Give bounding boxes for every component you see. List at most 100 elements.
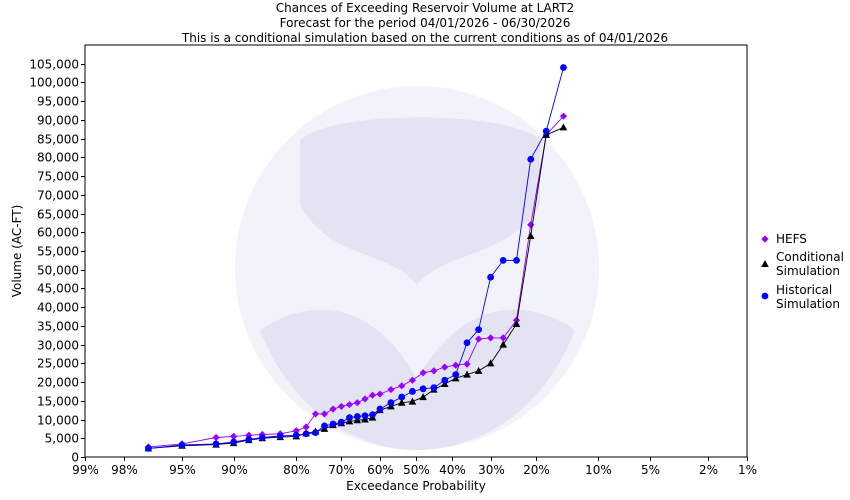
chart-titles: Chances of Exceeding Reservoir Volume at… — [181, 1, 668, 45]
hefs-point — [419, 369, 427, 377]
conditional-simulation-point — [526, 232, 535, 240]
historical-simulation-point — [430, 384, 438, 392]
hefs-point — [499, 334, 507, 342]
hefs-point — [430, 367, 438, 375]
historical-simulation-point — [452, 371, 460, 378]
y-tick-label: 10,000 — [37, 414, 79, 428]
conditional-simulation-point — [397, 398, 406, 406]
historical-simulation-point — [369, 411, 376, 419]
historical-simulation-point — [321, 422, 328, 430]
conditional-simulation-point — [761, 260, 769, 267]
historical-simulation-point — [419, 385, 427, 393]
historical-simulation-point — [346, 414, 353, 422]
hefs-point — [452, 361, 460, 369]
historical-simulation-point — [230, 438, 238, 446]
hefs-point — [337, 402, 345, 411]
historical-simulation-point — [398, 393, 406, 401]
y-tick-label: 15,000 — [37, 395, 79, 409]
chart-title-line: Forecast for the period 04/01/2026 - 06/… — [280, 16, 571, 30]
historical-simulation-point — [178, 441, 186, 449]
historical-simulation-point — [258, 434, 266, 441]
hefs-point — [527, 221, 535, 229]
hefs-point — [387, 385, 395, 394]
legend: HEFSConditionalSimulationHistoricalSimul… — [761, 232, 844, 311]
y-tick-label: 85,000 — [37, 133, 79, 147]
historical-simulation-point — [409, 388, 416, 395]
legend-label: Historical — [776, 283, 832, 297]
y-tick-label: 100,000 — [29, 76, 79, 90]
conditional-simulation-point — [499, 340, 507, 348]
hefs-point — [559, 112, 568, 120]
x-axis: 99% 98% 95% 90% 80% 70% 60% 50% 40% 30% 20% 10% 5% 2%… — [72, 457, 757, 493]
y-tick-label: 5,000 — [45, 432, 79, 446]
historical-simulation-point — [292, 431, 300, 439]
hefs-point — [487, 334, 495, 342]
hefs-point — [398, 382, 406, 390]
y-tick-label: 35,000 — [37, 320, 79, 334]
x-axis-label: Exceedance Probability — [346, 479, 486, 493]
chart-title-line: This is a conditional simulation based o… — [181, 31, 668, 45]
conditional-simulation-point — [474, 366, 483, 374]
historical-simulation-point — [761, 292, 769, 300]
conditional-simulation-point — [512, 320, 521, 328]
x-tick-label: 30% — [478, 463, 505, 477]
x-tick-label: 40% — [439, 463, 466, 477]
historical-simulation-point — [387, 399, 395, 407]
hefs-point — [230, 432, 238, 440]
hefs-point — [368, 391, 377, 399]
x-tick-label: 10% — [585, 463, 612, 477]
y-tick-label: 65,000 — [37, 208, 79, 222]
y-tick-label: 30,000 — [37, 339, 79, 353]
x-tick-label: 20% — [523, 463, 550, 477]
x-tick-label: 90% — [221, 463, 248, 477]
legend-label: Simulation — [776, 297, 840, 311]
y-tick-label: 105,000 — [29, 58, 79, 72]
historical-simulation-point — [441, 376, 449, 384]
y-tick-label: 20,000 — [37, 376, 79, 390]
conditional-simulation-point — [559, 123, 568, 131]
historical-simulation-point — [499, 256, 507, 264]
hefs-point — [361, 395, 369, 403]
y-tick-label: 75,000 — [37, 170, 79, 184]
series-historical-simulation — [144, 64, 567, 452]
x-tick-label: 80% — [283, 463, 310, 477]
x-tick-label: 60% — [367, 463, 394, 477]
hefs-point — [320, 410, 329, 418]
historical-simulation-point — [329, 420, 337, 428]
conditional-simulation-point — [408, 397, 417, 405]
y-tick-label: 55,000 — [37, 245, 79, 259]
historical-simulation-point — [475, 326, 482, 334]
y-tick-label: 25,000 — [37, 357, 79, 371]
hefs-point — [212, 433, 220, 442]
hefs-point — [345, 400, 354, 409]
historical-simulation-point — [560, 64, 567, 71]
historical-simulation-point — [312, 429, 319, 437]
y-tick-label: 45,000 — [37, 282, 79, 296]
x-tick-label: 70% — [328, 463, 355, 477]
legend-label: Conditional — [776, 250, 844, 264]
y-axis: 0 5,000 10,000 15,000 20,000 25,000 30,000 35,0… — [10, 44, 748, 465]
noaa-watermark-logo — [235, 86, 599, 450]
x-tick-label: 1% — [738, 463, 757, 477]
hefs-point — [408, 376, 417, 384]
series-layer — [144, 64, 568, 452]
historical-simulation-point — [245, 435, 253, 443]
y-tick-label: 80,000 — [37, 151, 79, 165]
historical-simulation-point — [487, 273, 495, 281]
historical-simulation-point — [542, 127, 550, 135]
hefs-point — [376, 390, 384, 398]
x-tick-label: 2% — [699, 463, 718, 477]
y-tick-label: 60,000 — [37, 226, 79, 240]
historical-simulation-point — [276, 432, 284, 440]
y-tick-label: 50,000 — [37, 264, 79, 278]
historical-simulation-point — [302, 430, 310, 438]
conditional-simulation-point — [419, 393, 427, 401]
conditional-simulation-point — [463, 370, 471, 378]
x-tick-label: 95% — [169, 463, 196, 477]
x-tick-label: 98% — [111, 463, 138, 477]
chart-title-line: Chances of Exceeding Reservoir Volume at… — [276, 1, 574, 15]
historical-simulation-point — [337, 418, 345, 426]
x-tick-label: 50% — [403, 463, 430, 477]
